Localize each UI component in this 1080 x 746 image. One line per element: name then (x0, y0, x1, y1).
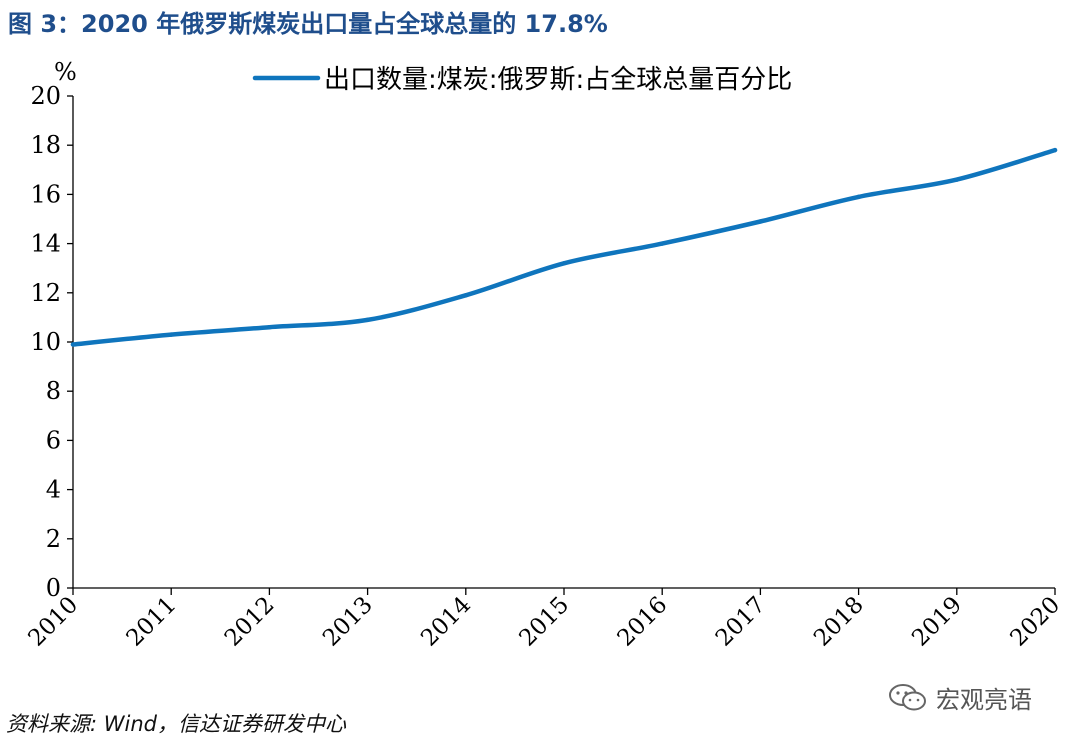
y-tick-label: 8 (46, 377, 61, 405)
series-layer (70, 147, 1058, 347)
y-tick-label: 18 (30, 131, 61, 159)
data-point (856, 194, 861, 200)
data-point (463, 293, 468, 298)
watermark-text: 宏观亮语 (936, 686, 1032, 714)
x-tick-label: 2011 (122, 592, 182, 652)
legend-label: 出口数量:煤炭:俄罗斯:占全球总量百分比 (324, 65, 792, 95)
watermark: 宏观亮语 (888, 680, 1032, 715)
data-point (954, 177, 959, 182)
data-point (169, 332, 174, 337)
x-tick-label: 2019 (907, 592, 967, 652)
data-point (1052, 147, 1058, 153)
x-tick-label: 2017 (711, 592, 771, 652)
data-point (758, 219, 763, 224)
x-tick-label: 2014 (416, 592, 476, 652)
figure-title: 图 3：2020 年俄罗斯煤炭出口量占全球总量的 17.8% (8, 10, 608, 38)
y-tick-label: 10 (30, 328, 61, 356)
data-point (267, 325, 272, 330)
y-tick-label: 14 (30, 230, 61, 258)
y-axis-unit-label: % (54, 58, 77, 86)
x-tick-label: 2020 (1005, 592, 1065, 652)
legend: 出口数量:煤炭:俄罗斯:占全球总量百分比 (252, 65, 792, 95)
data-point (70, 342, 76, 347)
x-tick-label: 2016 (613, 592, 673, 652)
y-tick-label: 2 (46, 525, 61, 553)
x-tick-label: 2018 (809, 592, 869, 652)
x-tick-label: 2015 (514, 592, 574, 652)
y-tick-label: 20 (30, 82, 61, 110)
data-point (365, 317, 370, 323)
chart-axes (72, 96, 1055, 589)
x-axis-ticks: 2010 2011 2012 2013 2014 2015 2016 2017 2018 2019… (23, 588, 1065, 652)
data-point (561, 261, 567, 266)
y-tick-label: 12 (30, 279, 61, 307)
x-tick-label: 2012 (220, 592, 280, 652)
y-tick-label: 6 (46, 426, 61, 454)
y-tick-label: 4 (46, 476, 61, 504)
y-tick-label: 16 (30, 180, 61, 208)
y-axis-ticks: 0 2 4 6 8 10 12 14 16 18 20 (30, 82, 73, 602)
series-line (70, 147, 1058, 347)
x-tick-label: 2013 (318, 592, 378, 652)
data-point (660, 241, 665, 246)
wechat-icon (889, 683, 926, 710)
source-note: 资料来源: Wind，信达证券研发中心 (6, 712, 346, 736)
y-tick-label: 0 (46, 574, 61, 602)
